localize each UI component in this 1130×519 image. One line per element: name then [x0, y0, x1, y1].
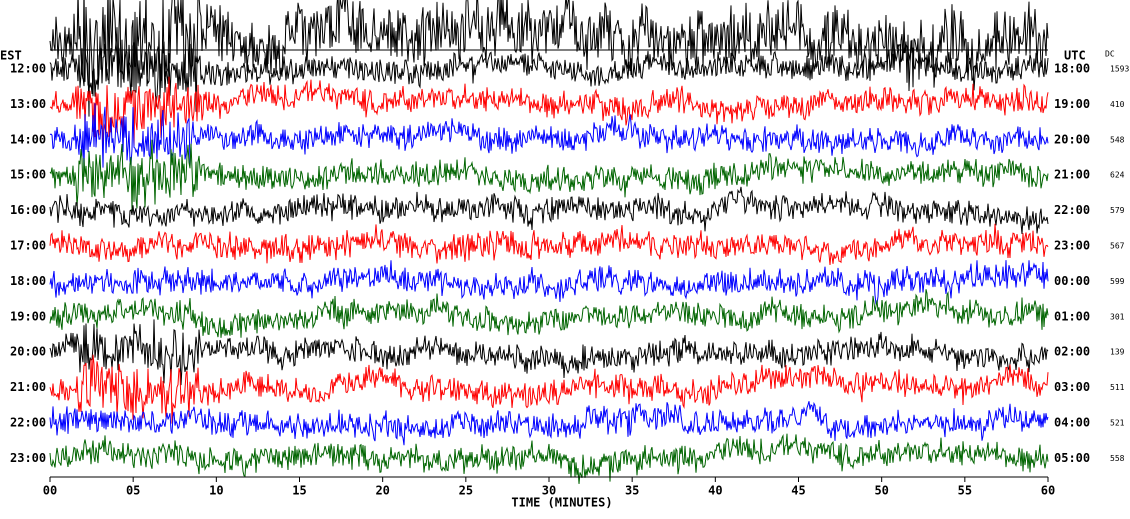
seismic-trace	[49, 260, 1049, 305]
utc-label: 20:00	[1054, 132, 1090, 146]
x-tick-label: 45	[791, 484, 805, 498]
seismic-trace	[49, 433, 1049, 484]
seismic-trace	[49, 401, 1049, 446]
dc-value: 1593	[1110, 65, 1129, 74]
x-tick-label: 60	[1041, 484, 1055, 498]
est-label: 23:00	[10, 451, 46, 465]
x-tick-label: 35	[625, 484, 639, 498]
right-axis-label: UTC	[1064, 49, 1086, 63]
x-tick-label: 30	[542, 484, 556, 498]
utc-label: 21:00	[1054, 168, 1090, 182]
x-tick-label: 55	[958, 484, 972, 498]
seismic-trace	[49, 223, 1049, 265]
seismic-trace	[49, 186, 1049, 234]
est-label: 22:00	[10, 416, 46, 430]
traces	[49, 0, 1049, 484]
x-tick-label: 10	[209, 484, 223, 498]
x-tick-label: 40	[708, 484, 722, 498]
dc-label: DC	[1105, 50, 1115, 59]
est-label: 12:00	[10, 62, 46, 76]
x-tick-label: 20	[375, 484, 389, 498]
est-label: 13:00	[10, 97, 46, 111]
x-tick-label: 05	[126, 484, 140, 498]
seismic-trace	[49, 289, 1049, 338]
dc-value: 511	[1110, 383, 1125, 392]
x-axis-label: TIME (MINUTES)	[511, 496, 612, 510]
x-tick-label: 25	[459, 484, 473, 498]
est-label: 19:00	[10, 309, 46, 323]
utc-label: 03:00	[1054, 380, 1090, 394]
est-label: 17:00	[10, 239, 46, 253]
est-label: 15:00	[10, 168, 46, 182]
utc-label: 01:00	[1054, 309, 1090, 323]
dc-value: 579	[1110, 206, 1125, 215]
dc-value: 410	[1110, 100, 1125, 109]
utc-label: 18:00	[1054, 62, 1090, 76]
est-label: 14:00	[10, 132, 46, 146]
utc-label: 04:00	[1054, 416, 1090, 430]
utc-label: 23:00	[1054, 239, 1090, 253]
utc-label: 19:00	[1054, 97, 1090, 111]
x-tick-label: 15	[292, 484, 306, 498]
dc-value: 624	[1110, 171, 1125, 180]
seismic-trace	[49, 103, 1049, 170]
seismic-trace	[49, 319, 1049, 386]
est-label: 18:00	[10, 274, 46, 288]
dc-value: 599	[1110, 277, 1125, 286]
seismic-trace	[49, 76, 1049, 148]
dc-value: 558	[1110, 454, 1125, 463]
est-label: 21:00	[10, 380, 46, 394]
dc-value: 548	[1110, 135, 1125, 144]
seismic-trace	[49, 139, 1049, 212]
seismic-trace	[49, 354, 1049, 424]
utc-label: 22:00	[1054, 203, 1090, 217]
x-tick-label: 00	[43, 484, 57, 498]
left-axis-label: EST	[0, 49, 22, 63]
seismic-trace	[49, 0, 1049, 117]
est-label: 20:00	[10, 345, 46, 359]
x-tick-label: 50	[874, 484, 888, 498]
dc-value: 301	[1110, 312, 1125, 321]
dc-value: 139	[1110, 348, 1125, 357]
utc-label: 02:00	[1054, 345, 1090, 359]
dc-value: 521	[1110, 419, 1125, 428]
utc-label: 05:00	[1054, 451, 1090, 465]
seismic-trace	[49, 40, 1049, 97]
utc-label: 00:00	[1054, 274, 1090, 288]
est-label: 16:00	[10, 203, 46, 217]
dc-value: 567	[1110, 242, 1125, 251]
